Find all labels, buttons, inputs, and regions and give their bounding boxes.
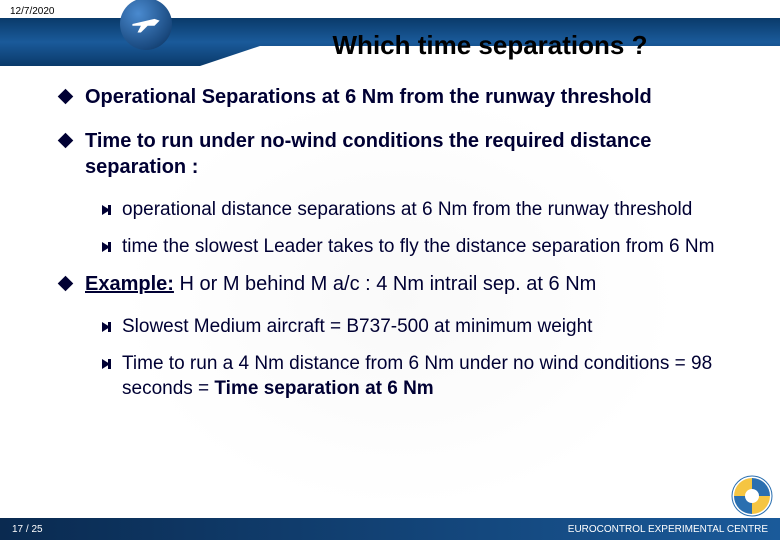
eurocontrol-logo-icon <box>730 474 774 518</box>
sub-bullet-text: operational distance separations at 6 Nm… <box>122 198 692 223</box>
sub-bullet-item: operational distance separations at 6 Nm… <box>100 198 730 223</box>
sub-bullet-text: time the slowest Leader takes to fly the… <box>122 235 714 260</box>
slide-title: Which time separations ? <box>250 30 730 61</box>
diamond-bullet-icon <box>58 133 74 149</box>
arrow-icon <box>100 240 114 254</box>
arrow-icon <box>100 357 114 371</box>
arrow-icon <box>100 203 114 217</box>
example-prefix: Example: <box>85 273 174 295</box>
sub-bullet-text: Slowest Medium aircraft = B737-500 at mi… <box>122 315 592 340</box>
example-rest: H or M behind M a/c : 4 Nm intrail sep. … <box>174 273 596 295</box>
arrow-icon <box>100 320 114 334</box>
sub-bullet-item: Slowest Medium aircraft = B737-500 at mi… <box>100 315 730 340</box>
diamond-bullet-icon <box>58 89 74 105</box>
slide-date: 12/7/2020 <box>10 6 55 17</box>
sub-bullet-text: Time to run a 4 Nm distance from 6 Nm un… <box>122 352 730 401</box>
sub-bullet-item: Time to run a 4 Nm distance from 6 Nm un… <box>100 352 730 401</box>
bullet-text: Operational Separations at 6 Nm from the… <box>85 84 652 110</box>
bullet-text: Time to run under no-wind conditions the… <box>85 128 730 180</box>
sub-bullet-item: time the slowest Leader takes to fly the… <box>100 235 730 260</box>
plane-icon <box>120 0 172 50</box>
bullet-item: Time to run under no-wind conditions the… <box>60 128 730 180</box>
slide-footer: 17 / 25 EUROCONTROL EXPERIMENTAL CENTRE <box>0 518 780 540</box>
sub-bullet-bold: Time separation at 6 Nm <box>214 378 433 399</box>
footer-org: EUROCONTROL EXPERIMENTAL CENTRE <box>568 524 768 535</box>
bullet-item: Operational Separations at 6 Nm from the… <box>60 84 730 110</box>
slide-content: Operational Separations at 6 Nm from the… <box>60 84 730 413</box>
bullet-text: Example: H or M behind M a/c : 4 Nm intr… <box>85 271 596 297</box>
diamond-bullet-icon <box>58 276 74 292</box>
bullet-item: Example: H or M behind M a/c : 4 Nm intr… <box>60 271 730 297</box>
page-number: 17 / 25 <box>12 524 43 535</box>
